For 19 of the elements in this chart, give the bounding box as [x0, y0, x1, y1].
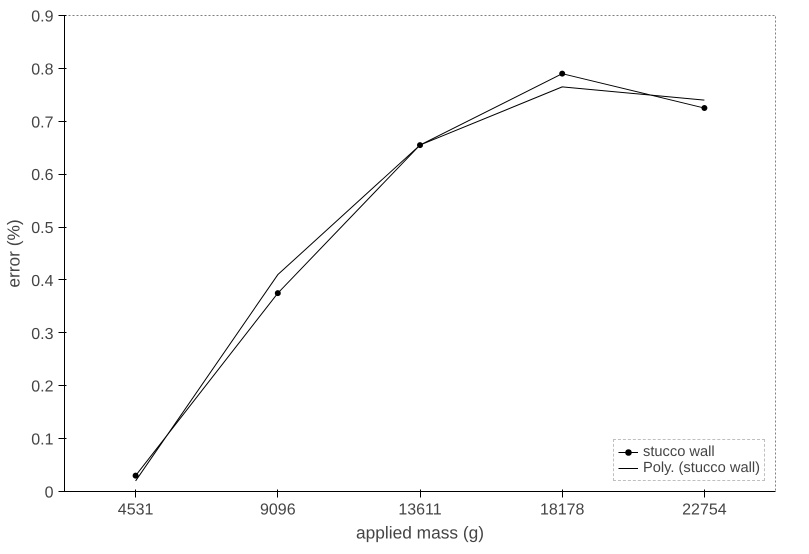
y-tick-label: 0 [44, 484, 54, 502]
y-tick-label: 0.3 [31, 326, 54, 343]
y-tick-label: 0.4 [31, 272, 54, 290]
y-axis-title: error (%) [3, 219, 24, 288]
x-axis-title: applied mass (g) [356, 522, 484, 542]
y-tick-label: 0.2 [31, 378, 54, 396]
x-tick-label: 13611 [398, 502, 442, 518]
y-tick-label: 0.5 [31, 220, 54, 238]
x-tick-label: 9096 [260, 502, 296, 518]
legend-label: Poly. (stucco wall) [642, 460, 760, 476]
y-tick-label: 0.7 [31, 114, 54, 132]
y-tick-label: 0.1 [31, 432, 54, 449]
y-tick-label: 0.9 [31, 8, 54, 26]
x-tick-label: 4531 [118, 502, 154, 518]
x-tick-label: 18178 [540, 502, 585, 518]
y-tick-label: 0.6 [31, 167, 54, 184]
y-tick-label: 0.8 [31, 61, 54, 78]
legend-label: stucco wall [642, 444, 715, 460]
x-tick-label: 22754 [682, 502, 727, 518]
